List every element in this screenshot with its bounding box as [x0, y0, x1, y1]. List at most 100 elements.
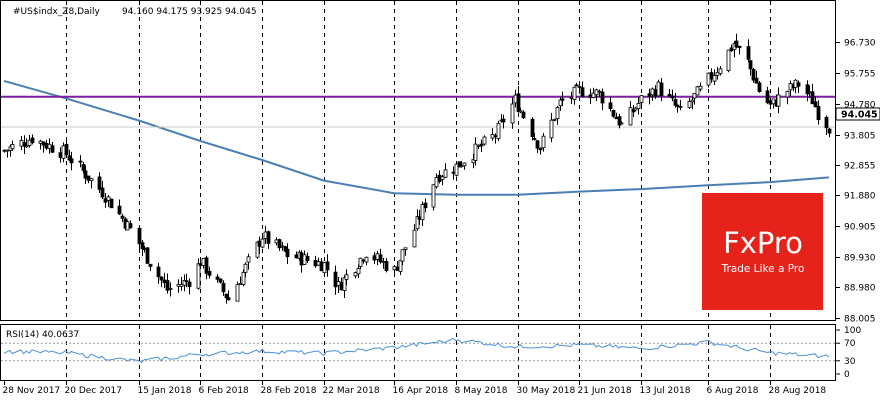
candle-bear [768, 100, 773, 105]
rsi-tick-label: 100 [844, 326, 861, 336]
candle-bull [440, 176, 445, 180]
candle-bull [541, 135, 546, 149]
candle-bull [577, 85, 582, 88]
rsi-tick-label: 30 [844, 357, 856, 367]
candle-bull [235, 284, 240, 302]
candle-bear [142, 247, 147, 251]
candle-bear [162, 279, 167, 284]
candle-bear [257, 240, 262, 247]
candle-bull [10, 144, 15, 150]
candle-bear [417, 216, 422, 220]
candle-bear [64, 143, 69, 155]
candle-bull [241, 271, 246, 285]
candle-bull [496, 122, 501, 140]
moving-average-line [3, 79, 830, 196]
candle-bear [165, 280, 170, 291]
candle-bear [140, 242, 145, 250]
candle-bear [765, 90, 770, 104]
candle-bear [145, 247, 150, 264]
logo-tagline: Trade Like a Pro [721, 263, 805, 275]
rsi-axis: 100 70 30 0 [836, 326, 861, 380]
moving-average-layer [3, 79, 830, 196]
x-tick-label: 16 Apr 2018 [393, 386, 449, 396]
candle-bear [751, 69, 756, 81]
candle-bear [184, 280, 189, 283]
candle-bull [490, 134, 495, 139]
candle-bear [117, 205, 122, 215]
candle-bull [619, 122, 624, 125]
candle-bull [715, 72, 720, 76]
candle-bear [339, 282, 344, 291]
candle-bull [690, 99, 695, 103]
candle-bear [479, 143, 484, 147]
last-price-label: 94.045 [841, 110, 878, 121]
candle-bull [793, 79, 798, 88]
last-price-badge: 94.045 [835, 107, 880, 121]
candle-bull [431, 184, 436, 208]
x-tick-label: 13 Jul 2018 [640, 386, 691, 396]
candle-bull [356, 268, 361, 275]
candle-bear [100, 187, 105, 198]
candle-bull [398, 259, 403, 272]
symbol-header: #US$indx_Z8,Daily [13, 7, 101, 17]
candle-bull [771, 98, 776, 105]
candle-bear [384, 261, 389, 272]
candle-bear [538, 147, 543, 151]
candle-bear [159, 276, 164, 281]
candle-bear [827, 128, 832, 134]
candle-bear [86, 175, 91, 181]
rsi-label: RSI(14) 40.0637 [6, 330, 79, 340]
candle-bull [403, 247, 408, 250]
candle-bull [807, 91, 812, 94]
y-tick-label: 92.855 [844, 162, 876, 172]
candle-bull [788, 83, 793, 91]
candle-bull [176, 283, 181, 287]
candle-bear [83, 170, 88, 179]
candle-bear [451, 171, 456, 174]
candle-bear [560, 98, 565, 101]
candle-bull [692, 93, 697, 99]
candle-bear [824, 117, 829, 129]
candle-bull [650, 88, 655, 96]
candle-bear [204, 257, 209, 274]
candle-bear [746, 46, 751, 60]
candle-bear [148, 263, 153, 267]
x-tick-label: 28 Feb 2018 [261, 386, 317, 396]
candle-bear [187, 281, 192, 287]
candle-bear [737, 45, 742, 48]
candle-bull [246, 256, 251, 263]
candle-bull [344, 274, 349, 280]
candle-bull [260, 238, 265, 248]
y-tick-label: 88.005 [844, 315, 876, 325]
candle-bear [535, 140, 540, 149]
candle-bull [454, 163, 459, 176]
candle-bear [333, 271, 338, 288]
x-tick-label: 21 Jun 2018 [578, 386, 632, 396]
candle-bull [125, 221, 130, 231]
candle-bear [580, 87, 585, 98]
candle-bull [513, 94, 518, 104]
candle-bull [558, 99, 563, 107]
candle-bull [238, 282, 243, 285]
candle-bear [30, 137, 35, 143]
x-tick-label: 22 Mar 2018 [323, 386, 380, 396]
candle-bear [215, 276, 220, 280]
candle-bear [611, 110, 616, 117]
candle-bear [673, 99, 678, 106]
candle-bull [591, 92, 596, 98]
candle-bear [532, 138, 537, 140]
candle-bull [336, 281, 341, 287]
rsi-tick-label: 70 [844, 339, 856, 349]
candle-bull [61, 145, 66, 159]
candle-bull [443, 169, 448, 178]
candle-bull [726, 49, 731, 71]
candle-bull [594, 89, 599, 96]
y-tick-label: 93.805 [844, 132, 876, 142]
candle-bull [712, 75, 717, 82]
candle-bear [378, 254, 383, 263]
candle-bear [437, 174, 442, 182]
candle-bull [482, 136, 487, 145]
candle-bear [44, 143, 49, 149]
candle-bull [47, 143, 52, 150]
